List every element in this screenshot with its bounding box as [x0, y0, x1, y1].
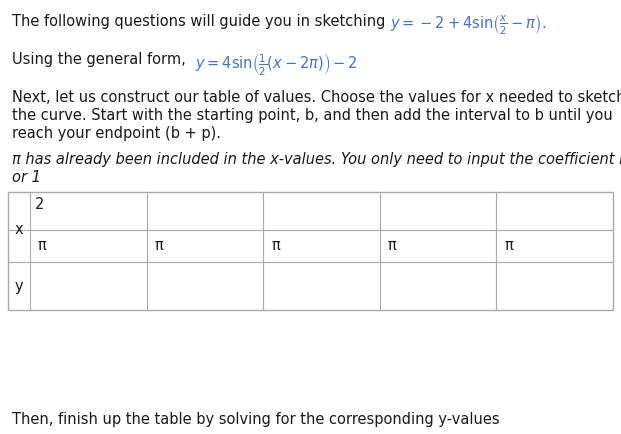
Text: 2: 2: [35, 197, 44, 212]
Text: Then, finish up the table by solving for the corresponding y-values: Then, finish up the table by solving for…: [12, 412, 500, 427]
Text: x: x: [15, 223, 24, 237]
Text: π: π: [504, 239, 513, 253]
Text: π has already been included in the x-values. You only need to input the coeffici: π has already been included in the x-val…: [12, 152, 621, 167]
Text: π: π: [388, 239, 397, 253]
Text: π: π: [155, 239, 163, 253]
Text: the curve. Start with the starting point, b, and then add the interval to b unti: the curve. Start with the starting point…: [12, 108, 613, 123]
Text: The following questions will guide you in sketching: The following questions will guide you i…: [12, 14, 390, 29]
Text: Next, let us construct our table of values. Choose the values for x needed to sk: Next, let us construct our table of valu…: [12, 90, 621, 105]
Text: reach your endpoint (b + p).: reach your endpoint (b + p).: [12, 126, 221, 141]
Text: $y = -2 + 4\sin\!\left(\frac{x}{2} - \pi\right).$: $y = -2 + 4\sin\!\left(\frac{x}{2} - \pi…: [390, 14, 546, 37]
Text: π: π: [38, 239, 47, 253]
Text: y: y: [15, 279, 24, 293]
Bar: [8, 192, 613, 310]
Text: $y = 4\sin\!\left(\frac{1}{2}(x - 2\pi)\right) - 2$: $y = 4\sin\!\left(\frac{1}{2}(x - 2\pi)\…: [195, 52, 357, 78]
Text: Using the general form,: Using the general form,: [12, 52, 195, 67]
Text: or 1: or 1: [12, 170, 41, 185]
Text: π: π: [271, 239, 280, 253]
